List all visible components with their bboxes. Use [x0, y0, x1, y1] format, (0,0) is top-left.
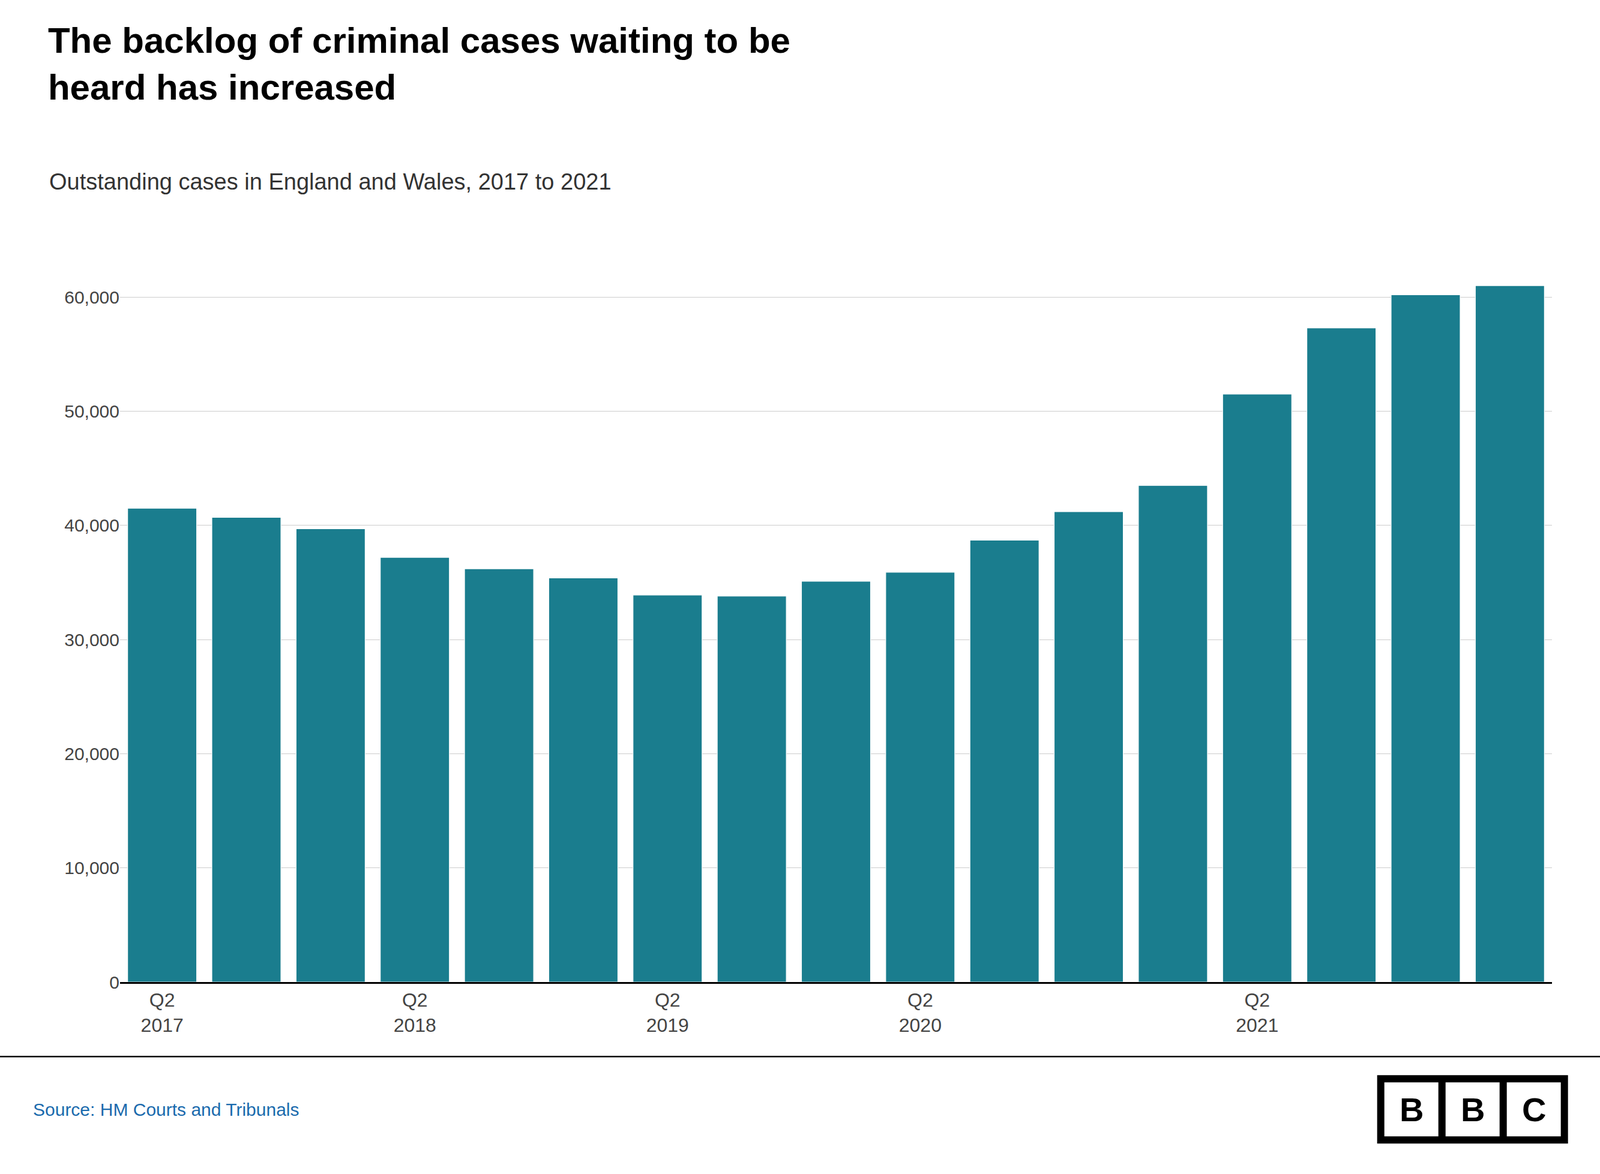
svg-text:50,000: 50,000 [64, 401, 120, 422]
svg-text:10,000: 10,000 [64, 858, 120, 879]
svg-text:Q22018: Q22018 [393, 989, 437, 1037]
svg-text:0: 0 [109, 972, 120, 993]
svg-text:The backlog of criminal cases: The backlog of criminal cases waiting to… [48, 20, 791, 108]
svg-text:Q22020: Q22020 [899, 989, 942, 1037]
svg-text:Q22019: Q22019 [646, 989, 689, 1037]
svg-text:Q22017: Q22017 [141, 989, 184, 1037]
svg-text:40,000: 40,000 [64, 515, 120, 536]
svg-text:C: C [1521, 1091, 1546, 1129]
svg-text:20,000: 20,000 [64, 744, 120, 764]
svg-text:Q22021: Q22021 [1235, 989, 1279, 1037]
svg-text:B: B [1399, 1091, 1424, 1129]
svg-text:30,000: 30,000 [64, 630, 120, 650]
svg-text:Source: HM Courts and Tribunal: Source: HM Courts and Tribunals [33, 1100, 300, 1120]
svg-text:Outstanding cases in England a: Outstanding cases in England and Wales, … [49, 169, 612, 195]
svg-text:60,000: 60,000 [64, 287, 120, 308]
svg-text:B: B [1460, 1091, 1485, 1129]
